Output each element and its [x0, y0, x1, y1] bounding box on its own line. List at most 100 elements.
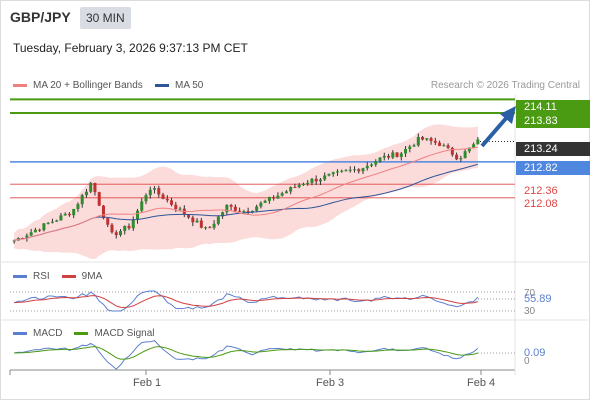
candle-body: [29, 232, 33, 236]
candle-body: [412, 145, 416, 147]
candle-body: [361, 168, 365, 172]
candle-body: [67, 213, 71, 216]
candle-body: [55, 220, 59, 222]
instrument-title: GBP/JPY: [10, 9, 71, 25]
candle-body: [429, 138, 433, 141]
candle-body: [323, 175, 327, 180]
resistance-2-tag: 213.83: [516, 114, 590, 128]
candle-body: [80, 195, 84, 205]
candle-body: [131, 219, 135, 229]
candle-body: [127, 225, 131, 229]
x-label-feb4: Feb 4: [467, 377, 496, 389]
candle-body: [416, 136, 420, 146]
candle-body: [136, 210, 140, 220]
candle-body: [272, 196, 276, 199]
legend-ma20-label: MA 20 + Bollinger Bands: [33, 80, 143, 91]
candle-body: [50, 221, 54, 223]
candle-body: [118, 231, 122, 236]
candle-body: [208, 227, 212, 229]
candle-body: [153, 188, 157, 190]
candle-body: [161, 194, 165, 199]
candle-body: [106, 218, 110, 225]
candle-body: [352, 169, 356, 171]
target-arrow: [480, 106, 516, 148]
candle-body: [191, 217, 195, 223]
candle-body: [340, 170, 344, 172]
candle-body: [123, 225, 127, 232]
macd-swatch: [13, 332, 27, 335]
credit: Research © 2026 Trading Central: [430, 80, 580, 91]
candle-body: [301, 183, 305, 186]
candle-body: [408, 146, 412, 149]
candle-body: [459, 158, 463, 160]
candle-body: [110, 224, 114, 233]
rsi-line: [13, 290, 479, 312]
candle-body: [59, 215, 63, 221]
candle-body: [25, 235, 29, 239]
candle-body: [348, 169, 352, 171]
candle-body: [370, 164, 374, 166]
candle-body: [267, 196, 271, 201]
candle-body: [42, 223, 46, 231]
candle-body: [365, 165, 369, 169]
rsi-level-30: 30: [524, 306, 536, 317]
candle-body: [472, 144, 476, 148]
ma50-swatch: [155, 84, 169, 87]
candle-body: [144, 195, 148, 202]
candle-body: [216, 216, 220, 224]
rsi-value: 55.89: [524, 293, 552, 305]
rsi-level-70: 70: [524, 288, 536, 299]
candle-body: [89, 182, 93, 192]
candle-body: [425, 138, 429, 140]
candlesticks: [12, 133, 480, 244]
legend-rsi: RSI 9MA: [13, 271, 102, 282]
candle-body: [276, 195, 280, 199]
candle-body: [318, 179, 322, 182]
candle-body: [165, 198, 169, 201]
candle-body: [399, 153, 403, 157]
resistance-1-tag: 214.11: [516, 100, 590, 114]
candle-body: [114, 232, 118, 236]
candle-body: [327, 173, 331, 176]
candle-body: [293, 186, 297, 188]
candle-body: [438, 142, 442, 146]
candle-body: [442, 145, 446, 147]
timeframe-badge[interactable]: 30 MIN: [80, 7, 131, 29]
rsi-ma-line: [14, 295, 479, 309]
candle-body: [204, 227, 208, 229]
candle-body: [97, 192, 101, 206]
candle-body: [314, 178, 318, 182]
candle-body: [221, 212, 225, 217]
legend-ma50: MA 50: [155, 80, 203, 91]
x-label-feb3: Feb 3: [316, 377, 345, 389]
macd-signal-swatch: [74, 332, 89, 335]
legend-macd-signal-label: MACD Signal: [94, 328, 155, 339]
candle-body: [93, 182, 97, 193]
candle-body: [199, 220, 203, 228]
candle-body: [195, 220, 199, 223]
candle-body: [242, 211, 246, 213]
rsi-ma-swatch: [61, 275, 76, 278]
candle-body: [378, 157, 382, 162]
candle-body: [84, 191, 88, 196]
legend-macd: MACD MACD Signal: [13, 328, 154, 339]
candle-body: [174, 204, 178, 210]
candle-body: [467, 147, 471, 152]
candle-body: [280, 193, 284, 196]
legend-macd-label: MACD: [33, 328, 63, 339]
candle-body: [229, 205, 233, 207]
candle-body: [289, 186, 293, 192]
candle-body: [187, 214, 191, 218]
candle-body: [259, 202, 263, 207]
candle-body: [263, 200, 267, 203]
candle-body: [255, 206, 259, 211]
legend-rsi-label: RSI: [33, 271, 50, 282]
legend-rsi-ma-label: 9MA: [81, 271, 103, 282]
candle-body: [331, 172, 335, 174]
candle-body: [12, 240, 16, 242]
macd-signal-line: [14, 346, 479, 360]
candle-body: [382, 155, 386, 158]
candle-body: [335, 171, 339, 173]
candle-body: [284, 191, 288, 194]
